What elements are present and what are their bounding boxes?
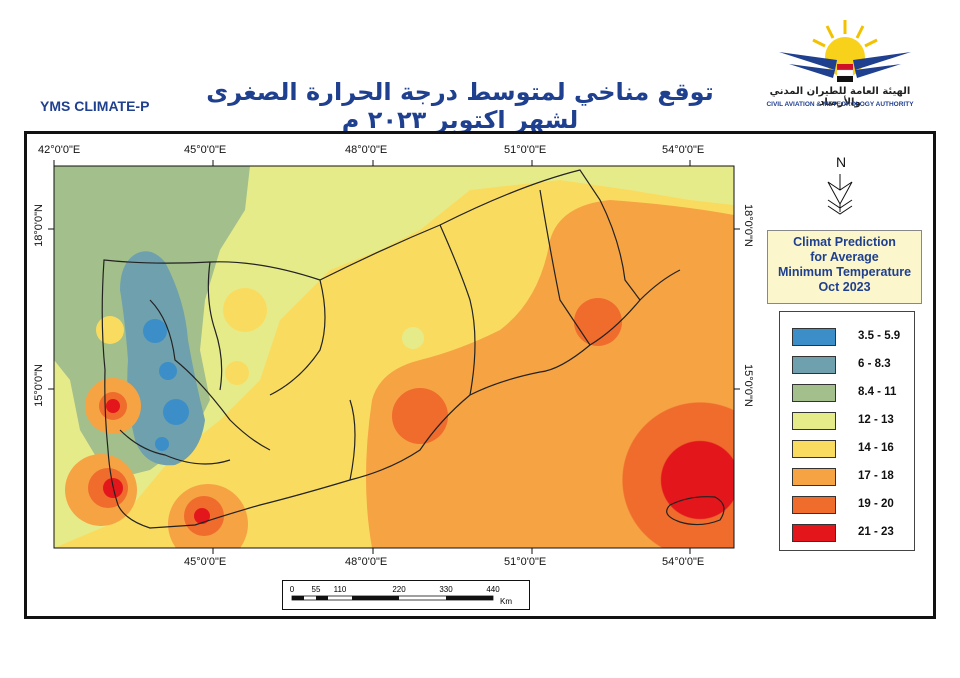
lon-label-bottom: 45°0'0"E — [184, 556, 227, 568]
authority-logo — [779, 20, 911, 82]
scale-tick: 110 — [334, 585, 347, 594]
legend-label: 21 - 23 — [858, 526, 894, 538]
legend-label: 14 - 16 — [858, 442, 894, 454]
legend-swatch — [792, 328, 836, 346]
legend-label: 8.4 - 11 — [858, 386, 897, 398]
legend-label: 19 - 20 — [858, 498, 894, 510]
info-line: Minimum Temperature — [777, 265, 912, 279]
legend-swatch — [792, 524, 836, 542]
scale-unit: Km — [500, 597, 512, 606]
logo-arabic-text: الهيئة العامة للطيران المدني والأرصاد — [769, 86, 911, 108]
scale-bar: 0 55 110 220 330 440 Km — [282, 580, 530, 610]
lon-label-bottom: 54°0'0"E — [662, 556, 705, 568]
borders — [101, 169, 725, 529]
info-line: Oct 2023 — [818, 280, 871, 294]
legend-swatch — [792, 384, 836, 402]
map-info-box: Climat Prediction for Average Minimum Te… — [767, 230, 922, 304]
wings-icon — [779, 52, 911, 78]
scale-tick: 220 — [392, 585, 406, 594]
lon-label-top: 42°0'0"E — [38, 144, 81, 156]
lon-label-bottom: 51°0'0"E — [504, 556, 547, 568]
north-label: N — [836, 154, 847, 170]
legend: 3.5 - 5.9 6 - 8.3 8.4 - 11 12 - 13 14 - … — [779, 311, 915, 551]
lon-label-top: 45°0'0"E — [184, 144, 227, 156]
lon-label-top: 51°0'0"E — [504, 144, 547, 156]
legend-swatch — [792, 468, 836, 486]
legend-swatch — [792, 356, 836, 374]
lon-label-top: 48°0'0"E — [345, 144, 388, 156]
lon-label-top: 54°0'0"E — [662, 144, 705, 156]
legend-swatch — [792, 496, 836, 514]
legend-label: 3.5 - 5.9 — [858, 330, 901, 342]
flag-icon — [836, 64, 854, 82]
info-line: for Average — [810, 250, 879, 264]
lat-label-left: 18°0'0"N — [33, 204, 45, 247]
lat-label-right: 18°0'0"N — [742, 204, 754, 247]
lat-label-right: 15°0'0"N — [742, 364, 754, 407]
map-frame — [24, 131, 936, 619]
graticule-ticks — [48, 160, 740, 554]
info-line: Climat Prediction — [793, 235, 896, 249]
scale-tick: 330 — [439, 585, 453, 594]
lat-label-left: 15°0'0"N — [33, 364, 45, 407]
lon-label-bottom: 48°0'0"E — [345, 556, 388, 568]
legend-label: 12 - 13 — [858, 414, 894, 426]
scale-tick: 440 — [486, 585, 500, 594]
legend-swatch — [792, 440, 836, 458]
scale-tick: 0 — [290, 585, 295, 594]
map-title: توقع مناخي لمتوسط درجة الحرارة الصغرى لش… — [206, 78, 714, 134]
legend-label: 6 - 8.3 — [858, 358, 891, 370]
logo-english-text: CIVIL AVIATION & METEOROLOGY AUTHORITY — [766, 101, 914, 108]
map-neatline — [53, 165, 735, 549]
north-arrow-icon — [827, 174, 853, 215]
product-code: YMS CLIMATE-P — [40, 98, 150, 114]
legend-swatch — [792, 412, 836, 430]
scale-tick: 55 — [312, 585, 321, 594]
legend-label: 17 - 18 — [858, 470, 894, 482]
